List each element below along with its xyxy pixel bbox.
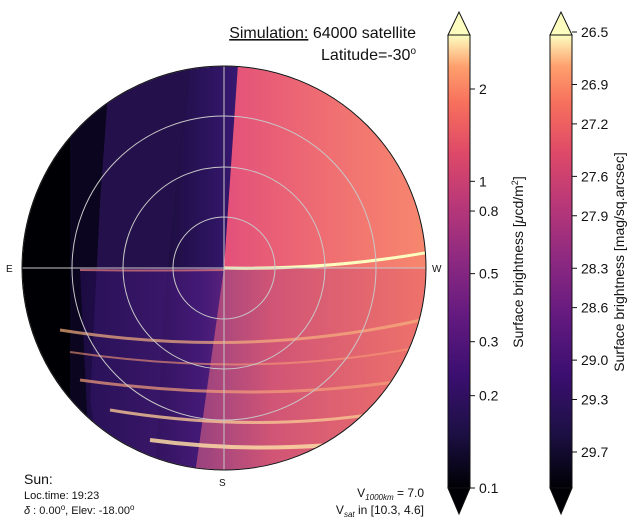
colorbar-magnitude-tick-label: 27.9 [581, 208, 608, 224]
colorbar-luminance-label: Surface brightness [μcd/m2] [510, 176, 526, 347]
colorbar-magnitude-tick-label: 28.3 [581, 260, 608, 276]
vsat-info: Vsat in [10.3, 4.6] [336, 503, 424, 519]
colorbar-luminance-tick-label: 1 [479, 173, 487, 189]
colorbar-luminance-tick-label: 0.2 [479, 388, 499, 404]
colorbar-magnitude-tick-label: 26.9 [581, 77, 608, 93]
sun-position: δ : 0.00o, Elev: -18.00o [24, 503, 135, 517]
colorbar-magnitude-ticks: 26.5 26.9 27.2 27.6 27.9 28.3 28.6 29.0 29.3 29.7 [572, 24, 608, 460]
colorbar-magnitude-tick-label: 27.2 [581, 116, 608, 132]
colorbar-luminance-tick-label: 0.1 [479, 480, 499, 496]
colorbar-luminance-tick-label: 0.5 [479, 266, 499, 282]
east-label: E [6, 264, 13, 275]
colorbar-luminance-bar [447, 34, 471, 489]
colorbar-magnitude-extend-top [549, 10, 573, 36]
v1000-info: V1000km = 7.0 [357, 486, 424, 502]
sky-grid [22, 66, 426, 470]
colorbar-magnitude-tick-label: 29.0 [581, 352, 608, 368]
colorbar-luminance-tick-label: 0.8 [479, 203, 499, 219]
west-label: W [432, 264, 442, 275]
sun-local-time: Loc.time: 19:23 [24, 490, 99, 502]
colorbar-magnitude-tick-label: 26.5 [581, 24, 608, 40]
colorbar-magnitude-extend-bottom [549, 487, 573, 516]
colorbar-magnitude-tick-label: 27.6 [581, 168, 608, 184]
colorbar-luminance: 0.1 0.2 0.3 0.5 0.8 1 2 Surface brightness [μc… [447, 10, 526, 516]
colorbar-magnitude: 26.5 26.9 27.2 27.6 27.9 28.3 28.6 29.0 29.3 29.7… [549, 10, 627, 516]
colorbar-magnitude-bar [549, 34, 573, 489]
colorbar-magnitude-tick-label: 28.6 [581, 300, 608, 316]
lower-hemisphere-tint [80, 268, 426, 470]
colorbar-magnitude-tick-label: 29.7 [581, 444, 608, 460]
colorbar-luminance-tick-label: 2 [479, 81, 487, 97]
colorbar-luminance-extend-bottom [447, 487, 471, 516]
sun-heading: Sun: [24, 471, 53, 487]
colorbar-luminance-extend-top [447, 10, 471, 36]
latitude-title: Latitude=-30o [321, 46, 416, 64]
south-label: S [219, 478, 226, 489]
colorbar-luminance-tick-label: 0.3 [479, 334, 499, 350]
sky-map [22, 66, 426, 470]
sky-map-border [21, 65, 427, 471]
colorbar-magnitude-label: Surface brightness [mag/sq.arcsec] [611, 152, 627, 371]
colorbar-magnitude-tick-label: 29.3 [581, 392, 608, 408]
colorbar-luminance-ticks: 0.1 0.2 0.3 0.5 0.8 1 2 [470, 81, 499, 496]
simulation-title: Simulation: 64000 satellite [229, 25, 416, 42]
